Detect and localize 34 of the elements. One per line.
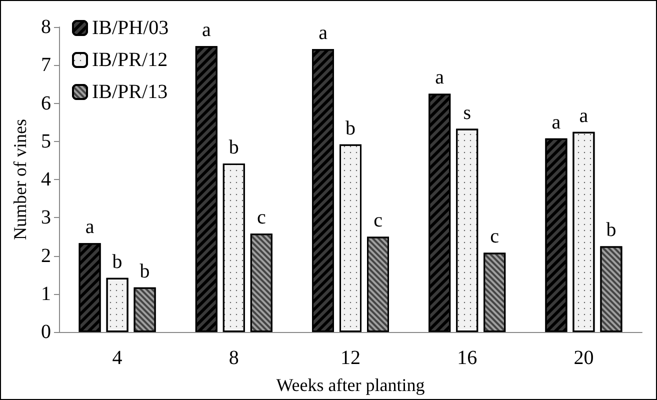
data-label: a [318, 22, 328, 44]
data-label: c [490, 226, 500, 248]
y-tick-label: 8 [41, 16, 51, 38]
legend-label: IB/PR/13 [92, 81, 168, 103]
x-axis-title: Weeks after planting [276, 375, 425, 395]
y-tick-label: 4 [41, 168, 51, 190]
legend-label: IB/PH/03 [92, 17, 169, 39]
data-label: a [579, 104, 588, 127]
y-tick-label: 7 [41, 54, 51, 76]
y-tick-label: 1 [41, 282, 51, 305]
data-label: b [228, 136, 239, 158]
y-tick-label: 3 [41, 206, 51, 229]
legend-label: IB/PR/12 [92, 49, 168, 71]
data-label: b [112, 250, 122, 273]
data-label: s [463, 102, 472, 124]
x-tick-label: 20 [574, 347, 594, 369]
data-label: c [256, 206, 266, 229]
data-label: a [552, 111, 561, 134]
x-tick-label: 16 [457, 347, 478, 369]
data-label: a [85, 216, 94, 238]
data-label: b [140, 260, 150, 282]
data-label: c [374, 210, 383, 232]
data-label: b [606, 219, 616, 242]
y-tick-label: 6 [41, 92, 51, 114]
y-tick-label: 5 [41, 130, 51, 152]
y-axis-title: Number of vines [10, 119, 30, 240]
x-tick-label: 4 [112, 347, 122, 369]
y-tick-label: 2 [41, 244, 51, 267]
y-tick-label: 0 [41, 321, 51, 343]
x-tick-label: 8 [228, 347, 239, 369]
data-label: b [346, 117, 356, 140]
data-label: a [435, 66, 444, 89]
data-label: a [202, 19, 211, 42]
x-tick-label: 12 [340, 347, 360, 369]
